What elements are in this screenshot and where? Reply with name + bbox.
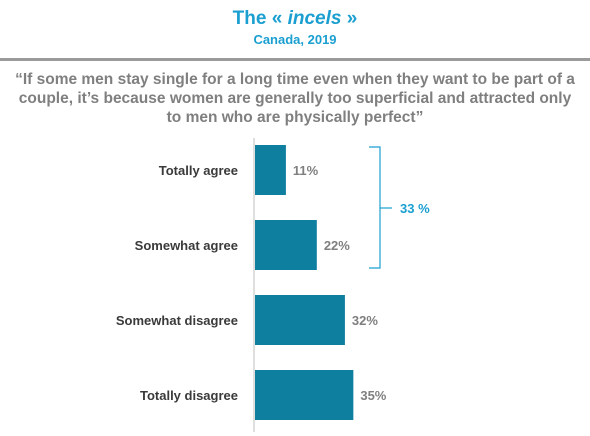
- bar: [255, 295, 345, 345]
- agree-bracket: 33 %: [369, 146, 430, 269]
- title-prefix: The «: [232, 8, 288, 29]
- category-label: Totally agree: [159, 163, 238, 178]
- bar: [255, 370, 354, 420]
- title-italic: incels: [287, 8, 342, 29]
- bracket-total-label: 33 %: [400, 201, 430, 216]
- category-label: Totally disagree: [140, 388, 238, 403]
- header-divider: [0, 58, 590, 61]
- category-label: Somewhat disagree: [116, 313, 238, 328]
- title-suffix: »: [341, 8, 358, 29]
- chart-title: The « incels »: [0, 8, 590, 30]
- value-label: 32%: [352, 313, 378, 328]
- value-label: 11%: [293, 163, 319, 178]
- survey-question: “If some men stay single for a long time…: [15, 71, 575, 126]
- bar: [255, 220, 317, 270]
- value-label: 22%: [324, 238, 350, 253]
- value-label: 35%: [360, 388, 386, 403]
- chart-subtitle: Canada, 2019: [253, 32, 337, 47]
- category-label: Somewhat agree: [135, 238, 238, 253]
- bars-group: Totally agree 11% Somewhat agree 22% Somewha…: [116, 145, 387, 420]
- bracket-line: [369, 146, 381, 269]
- bar: [255, 145, 286, 195]
